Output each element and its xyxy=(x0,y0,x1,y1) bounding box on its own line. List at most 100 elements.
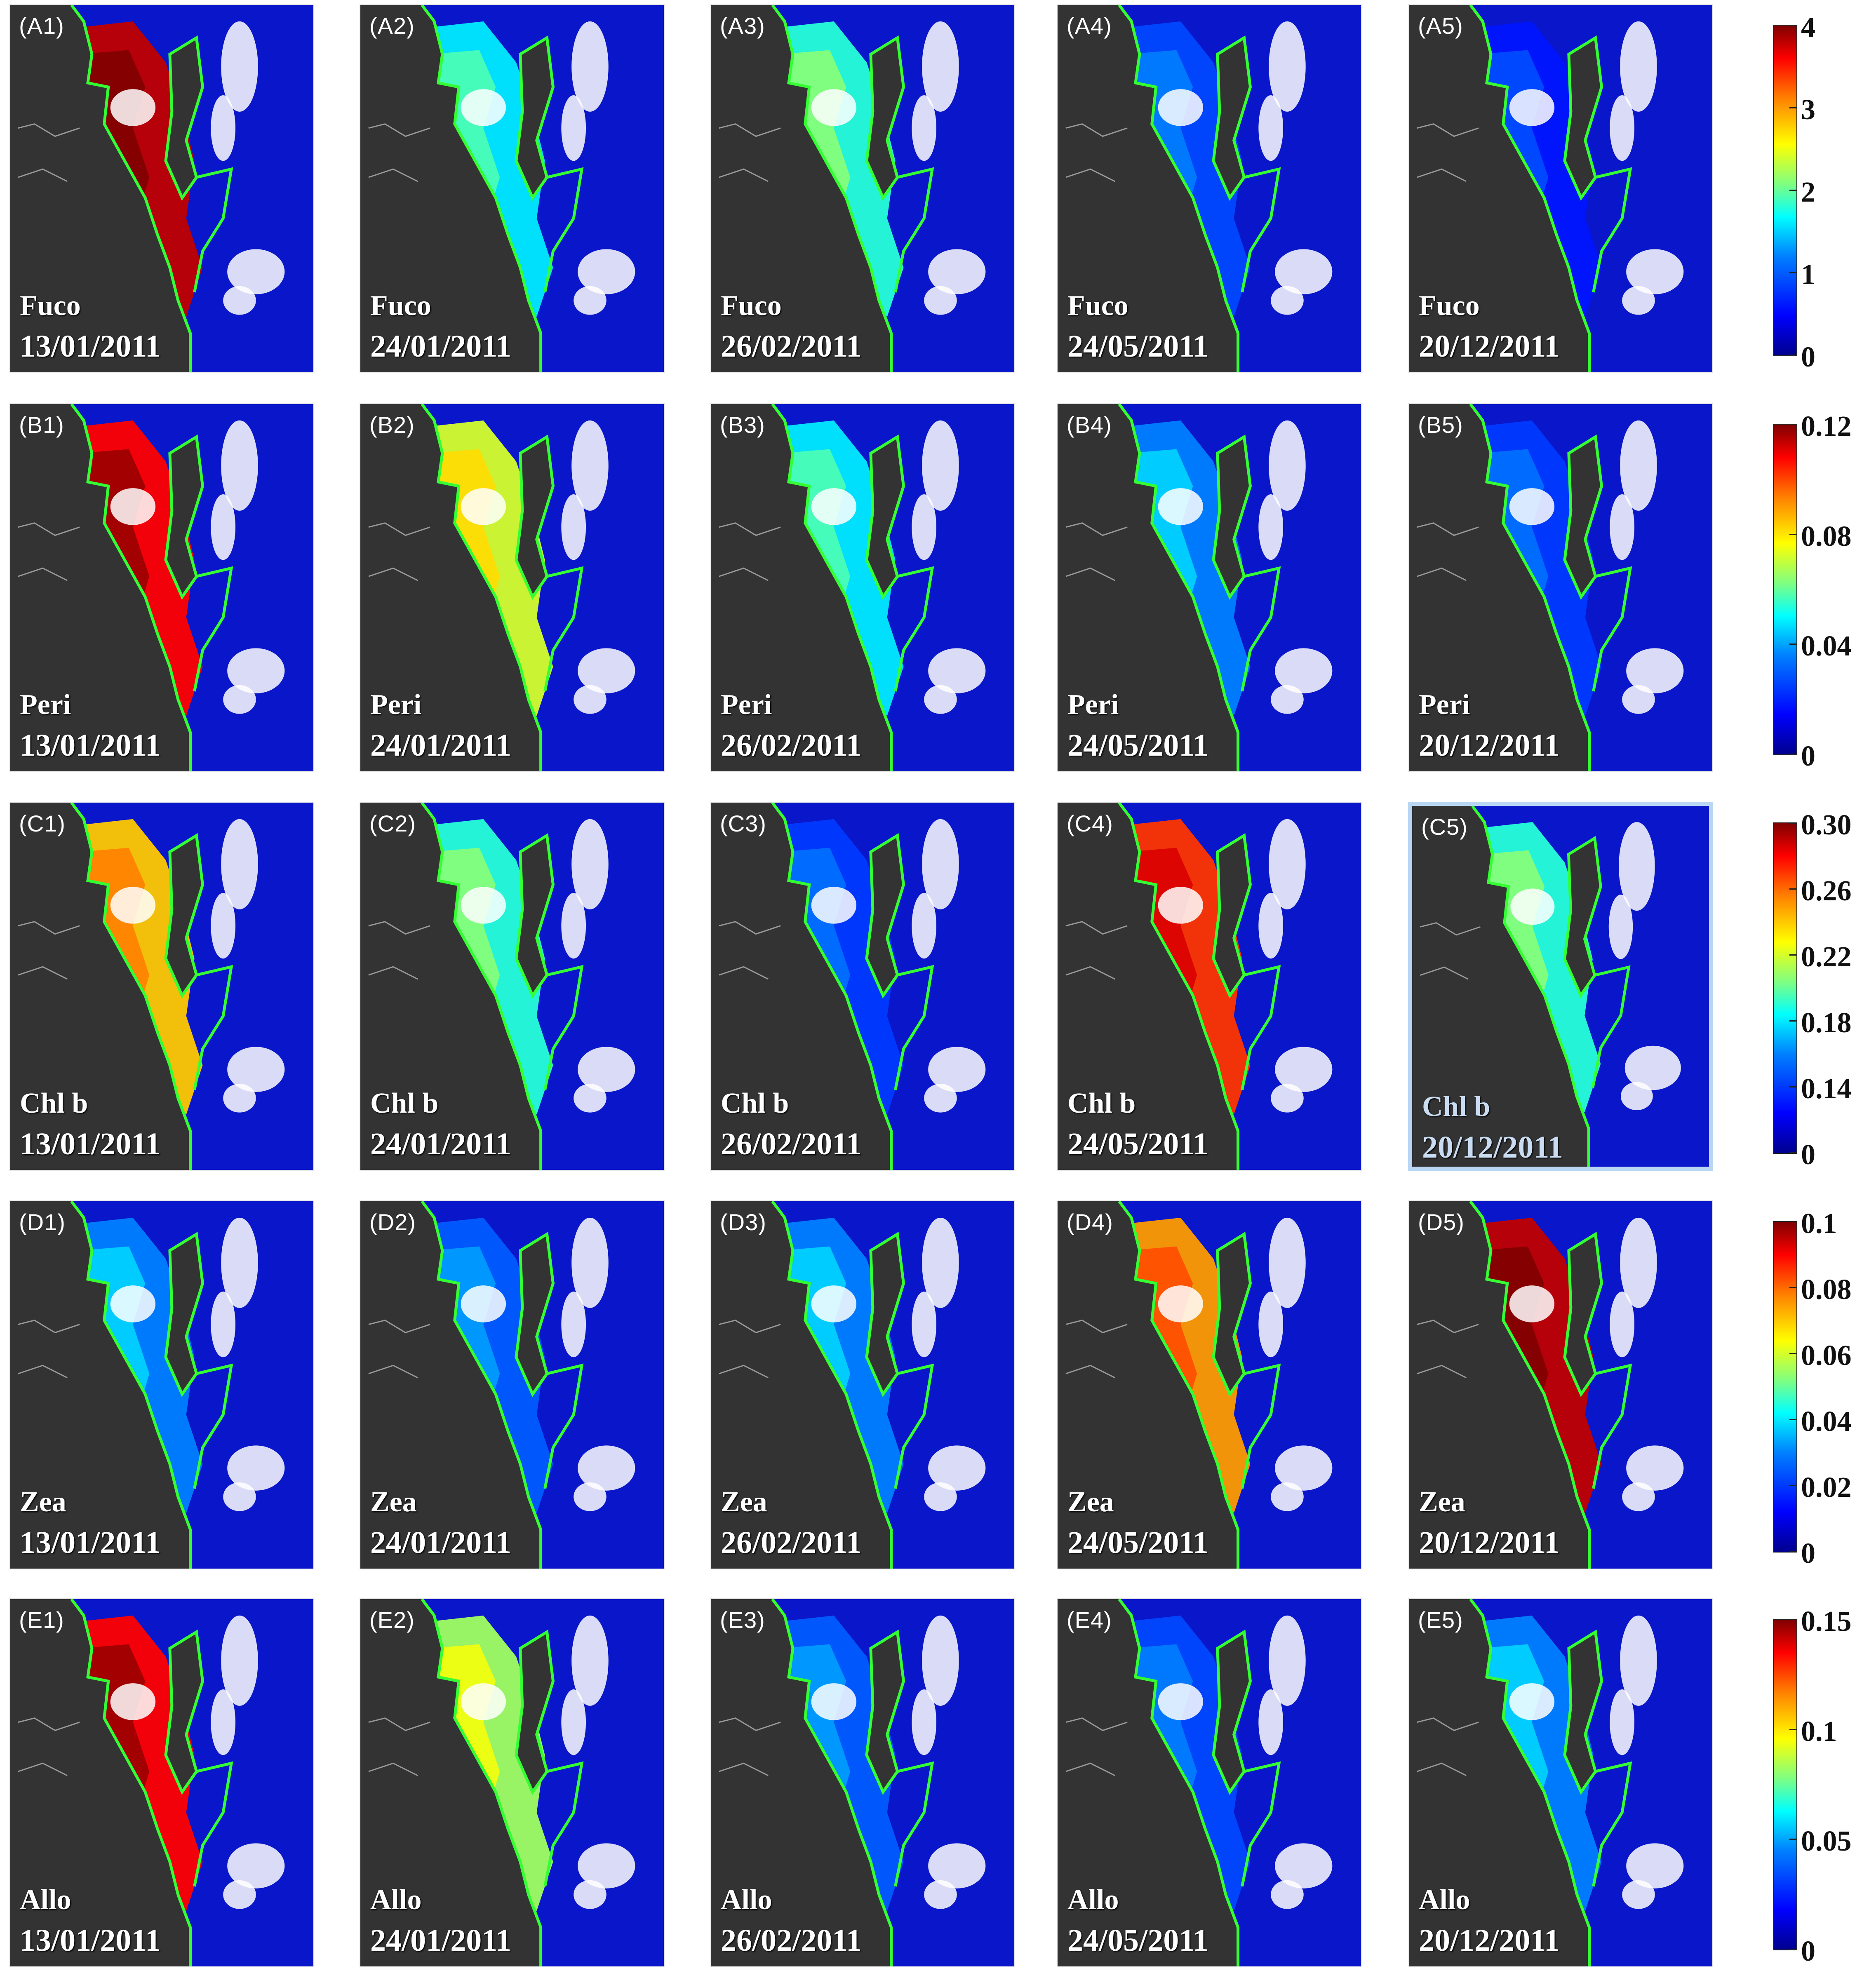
cloud-patch xyxy=(922,1217,959,1308)
map-panel-b1: (B1) Peri 13/01/2011 xyxy=(9,403,314,772)
river-line xyxy=(1417,123,1479,182)
river-line xyxy=(719,1717,781,1776)
satellite-map xyxy=(360,1599,664,1966)
reef-boundary-line xyxy=(70,1201,233,1569)
panel-label: (D3) xyxy=(720,1209,766,1235)
pigment-name: Chl b xyxy=(721,1087,789,1119)
colorbar-tick-label: 0.02 xyxy=(1801,1472,1852,1503)
cloud-patch xyxy=(811,1683,857,1720)
cloud-patch xyxy=(561,1689,586,1755)
cloud-patch xyxy=(1620,1615,1657,1706)
pigment-name: Peri xyxy=(1419,689,1470,721)
cloud-patch xyxy=(221,420,258,511)
river-line xyxy=(368,1717,430,1776)
date-label: 13/01/2011 xyxy=(20,728,161,763)
cloud-patch xyxy=(924,1880,957,1909)
land-mass xyxy=(1409,1599,1589,1966)
satellite-map xyxy=(10,1599,313,1966)
cloud-patch xyxy=(1509,1285,1555,1322)
map-panel-a1: (A1) Fuco 13/01/2011 xyxy=(9,4,314,373)
land-mass xyxy=(1058,404,1238,771)
cloud-patch xyxy=(578,1047,635,1092)
date-label: 24/01/2011 xyxy=(370,329,512,364)
panel-label: (D4) xyxy=(1067,1209,1113,1235)
cloud-patch xyxy=(1626,648,1684,693)
river-line xyxy=(1417,522,1479,581)
cloud-patch xyxy=(1620,1217,1657,1308)
panel-label: (B3) xyxy=(720,412,765,438)
panel-label: (A1) xyxy=(19,13,64,39)
reef-boundary-line xyxy=(421,5,584,372)
pigment-name: Chl b xyxy=(1422,1091,1490,1123)
colorbar-tick-label: 2 xyxy=(1801,176,1815,208)
reef-boundary-line xyxy=(771,404,934,771)
river-line xyxy=(368,921,430,980)
colorbar-tick-mark xyxy=(1789,1551,1797,1552)
panel-label: (A3) xyxy=(720,13,765,39)
panel-label: (B4) xyxy=(1067,412,1112,438)
cloud-patch xyxy=(561,1292,586,1358)
cloud-patch xyxy=(110,887,156,924)
reef-boundary-line xyxy=(421,404,584,771)
cloud-patch xyxy=(928,1047,986,1092)
pigment-name: Zea xyxy=(1419,1486,1465,1518)
panel-label: (D5) xyxy=(1418,1209,1465,1235)
cloud-patch xyxy=(211,95,236,161)
panel-label: (D2) xyxy=(369,1209,416,1235)
cloud-patch xyxy=(1620,1082,1653,1111)
date-label: 24/01/2011 xyxy=(370,1525,512,1560)
colorbar-tick-label: 1 xyxy=(1801,259,1815,291)
cloud-patch xyxy=(1271,1083,1304,1113)
island xyxy=(165,1234,203,1394)
cloud-patch xyxy=(912,95,937,161)
cloud-patch xyxy=(811,488,857,525)
date-label: 26/02/2011 xyxy=(721,1525,862,1560)
cloud-patch xyxy=(924,685,957,714)
colorbar-tick-mark xyxy=(1789,1485,1797,1486)
land-mass xyxy=(360,1599,541,1966)
island xyxy=(1213,1632,1251,1792)
cloud-patch xyxy=(1622,1482,1655,1511)
cloud-patch xyxy=(461,1285,506,1322)
cloud-patch xyxy=(1271,286,1304,315)
cloud-patch xyxy=(1626,1843,1684,1888)
river-line xyxy=(719,522,781,581)
pigment-name: Allo xyxy=(1419,1884,1470,1916)
cloud-patch xyxy=(110,488,156,525)
cloud-patch xyxy=(1626,249,1684,294)
date-label: 26/02/2011 xyxy=(721,728,862,763)
colorbar-tick-label: 0.12 xyxy=(1801,411,1852,442)
cloud-patch xyxy=(1509,89,1555,126)
land-mass xyxy=(1058,1599,1238,1966)
colorbar-tick-mark xyxy=(1789,1353,1797,1354)
colorbar-tick-label: 0 xyxy=(1801,1538,1815,1569)
land-mass xyxy=(1058,1201,1238,1569)
land-mass xyxy=(1409,5,1589,372)
land-mass xyxy=(360,1201,541,1569)
colorbar-tick-mark xyxy=(1789,1020,1797,1022)
map-panel-a5: (A5) Fuco 20/12/2011 xyxy=(1408,4,1713,373)
river-line xyxy=(1065,921,1128,980)
cloud-patch xyxy=(1275,1047,1333,1092)
island xyxy=(516,835,553,996)
colorbar-tick-mark xyxy=(1789,1839,1797,1840)
satellite-map xyxy=(10,404,313,771)
island xyxy=(516,437,553,597)
reef-boundary-line xyxy=(1118,803,1281,1170)
cloud-patch xyxy=(223,1482,256,1511)
reef-boundary-line xyxy=(1469,5,1632,372)
date-label: 24/01/2011 xyxy=(370,1923,512,1958)
pigment-name: Zea xyxy=(20,1486,66,1518)
map-panel-e5: (E5) Allo 20/12/2011 xyxy=(1408,1598,1713,1967)
satellite-map xyxy=(1409,1599,1712,1966)
cloud-patch xyxy=(1622,685,1655,714)
map-panel-e1: (E1) Allo 13/01/2011 xyxy=(9,1598,314,1967)
river-line xyxy=(1417,1320,1479,1379)
island xyxy=(1564,838,1601,996)
colorbar-tick-mark xyxy=(1789,822,1797,824)
cloud-patch xyxy=(1158,1683,1204,1720)
river-line xyxy=(368,522,430,581)
reef-boundary-line xyxy=(1118,5,1281,372)
cloud-patch xyxy=(1258,494,1284,560)
date-label: 20/12/2011 xyxy=(1422,1130,1563,1165)
